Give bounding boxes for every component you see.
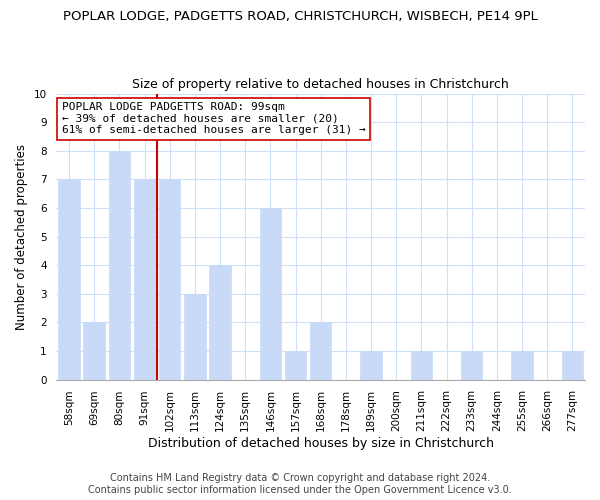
Text: Contains HM Land Registry data © Crown copyright and database right 2024.
Contai: Contains HM Land Registry data © Crown c… (88, 474, 512, 495)
Bar (209, 265, 231, 380)
Bar (159, 180, 181, 380)
Bar (511, 351, 533, 380)
X-axis label: Distribution of detached houses by size in Christchurch: Distribution of detached houses by size … (148, 437, 494, 450)
Title: Size of property relative to detached houses in Christchurch: Size of property relative to detached ho… (133, 78, 509, 91)
Bar (562, 351, 583, 380)
Bar (461, 351, 482, 380)
Text: POPLAR LODGE, PADGETTS ROAD, CHRISTCHURCH, WISBECH, PE14 9PL: POPLAR LODGE, PADGETTS ROAD, CHRISTCHURC… (62, 10, 538, 23)
Text: POPLAR LODGE PADGETTS ROAD: 99sqm
← 39% of detached houses are smaller (20)
61% : POPLAR LODGE PADGETTS ROAD: 99sqm ← 39% … (62, 102, 365, 136)
Bar (184, 294, 206, 380)
Bar (134, 180, 155, 380)
Y-axis label: Number of detached properties: Number of detached properties (15, 144, 28, 330)
Bar (109, 151, 130, 380)
Bar (285, 351, 306, 380)
Bar (410, 351, 432, 380)
Bar (361, 351, 382, 380)
Bar (83, 322, 105, 380)
Bar (310, 322, 331, 380)
Bar (58, 180, 80, 380)
Bar (260, 208, 281, 380)
